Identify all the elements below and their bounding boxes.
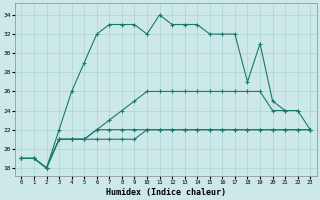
X-axis label: Humidex (Indice chaleur): Humidex (Indice chaleur) [106, 188, 226, 197]
